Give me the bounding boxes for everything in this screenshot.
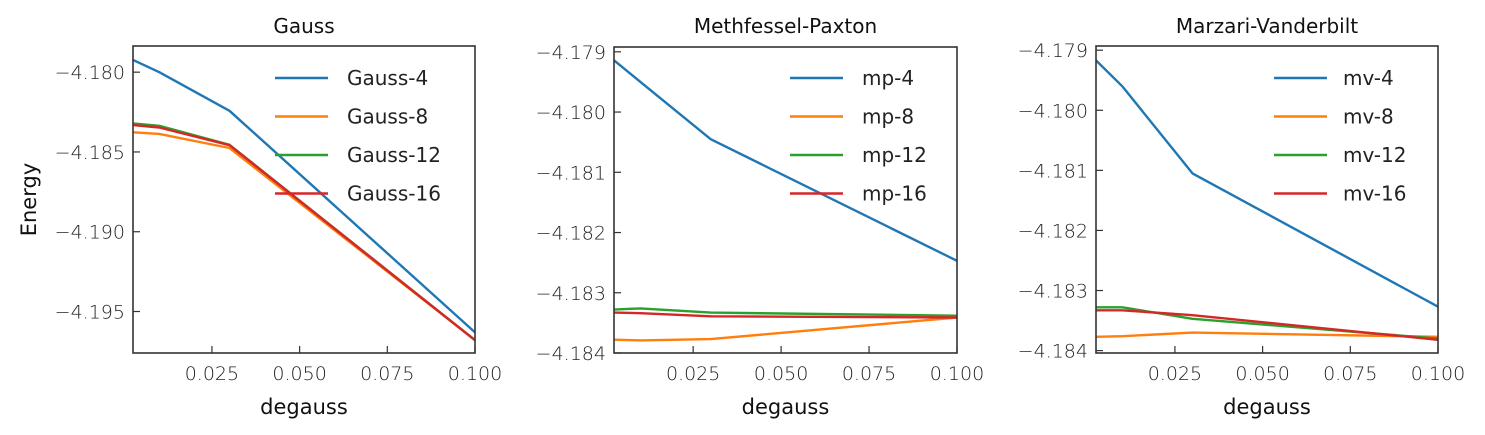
y-tick-label: −4.180 bbox=[536, 102, 606, 124]
subplot-2: 0.025 0.050 0.075 0.100 −4.179 −4.180 −4.181 −4… bbox=[536, 14, 985, 419]
x-tick-label: 0.050 bbox=[272, 363, 326, 385]
legend-label: mv-4 bbox=[1343, 66, 1394, 90]
x-tick-label: 0.025 bbox=[185, 363, 239, 385]
x-tick-label: 0.100 bbox=[448, 363, 502, 385]
series-line-mp-4 bbox=[613, 59, 958, 262]
legend-label: Gauss-12 bbox=[347, 143, 441, 167]
series-line-mv-8 bbox=[1095, 331, 1439, 338]
x-tick-label: 0.100 bbox=[930, 363, 984, 385]
y-tick-label: −4.183 bbox=[536, 283, 606, 305]
y-tick-label: −4.180 bbox=[1018, 100, 1088, 122]
x-axis-label: degauss bbox=[1223, 395, 1311, 419]
y-axis-label: Energy bbox=[17, 163, 41, 237]
x-axis-label: degauss bbox=[260, 395, 348, 419]
axes-frame bbox=[132, 45, 476, 354]
series-line-mp-16 bbox=[613, 311, 958, 319]
y-tick-label: −4.180 bbox=[55, 62, 125, 84]
series-line-Gauss-4 bbox=[132, 58, 476, 334]
legend-label: mv-8 bbox=[1343, 105, 1394, 129]
y-tick-label: −4.184 bbox=[1018, 341, 1088, 363]
subplot-3: 0.025 0.050 0.075 0.100 −4.179 −4.180 −4.181 −4… bbox=[1018, 14, 1466, 419]
series-line-Gauss-16 bbox=[132, 123, 476, 342]
legend: Gauss-4 Gauss-8 Gauss-12 Gauss-16 bbox=[275, 66, 441, 206]
legend-label: mp-16 bbox=[862, 182, 927, 206]
series-line-mp-12 bbox=[613, 307, 958, 317]
x-tick-label: 0.075 bbox=[360, 363, 414, 385]
y-tick-label: −4.182 bbox=[536, 223, 606, 245]
x-tick-label: 0.075 bbox=[1323, 363, 1377, 385]
y-tick-label: −4.181 bbox=[536, 162, 606, 184]
legend-label: mv-12 bbox=[1343, 143, 1406, 167]
legend-label: Gauss-8 bbox=[347, 105, 428, 129]
y-tick-label: −4.195 bbox=[55, 302, 125, 324]
x-tick-label: 0.050 bbox=[754, 363, 808, 385]
series-line-mv-16 bbox=[1096, 309, 1439, 341]
legend-label: mv-16 bbox=[1343, 182, 1406, 206]
legend: mv-4 mv-8 mv-12 mv-16 bbox=[1274, 66, 1406, 206]
legend-label: mp-12 bbox=[862, 143, 927, 167]
legend-label: mp-8 bbox=[862, 105, 914, 129]
y-tick-label: −4.184 bbox=[536, 343, 606, 365]
chart-title: Methfessel-Paxton bbox=[694, 14, 877, 38]
y-tick-label: −4.190 bbox=[55, 222, 125, 244]
y-tick-label: −4.185 bbox=[55, 142, 125, 164]
axes-frame bbox=[1095, 45, 1439, 354]
x-tick-label: 0.075 bbox=[842, 363, 896, 385]
y-tick-label: −4.179 bbox=[536, 42, 606, 64]
legend-label: mp-4 bbox=[862, 66, 914, 90]
chart-title: Gauss bbox=[273, 14, 334, 38]
series-line-mv-4 bbox=[1095, 59, 1439, 308]
series-line-mp-8 bbox=[613, 316, 958, 342]
y-tick-label: −4.182 bbox=[1018, 220, 1088, 242]
x-tick-label: 0.025 bbox=[666, 363, 720, 385]
legend: mp-4 mp-8 mp-12 mp-16 bbox=[790, 66, 927, 206]
chart-title: Marzari-Vanderbilt bbox=[1176, 14, 1358, 38]
legend-label: Gauss-4 bbox=[347, 66, 428, 90]
x-tick-label: 0.050 bbox=[1235, 363, 1289, 385]
y-tick-label: −4.183 bbox=[1018, 281, 1088, 303]
axes-frame bbox=[613, 46, 958, 354]
y-tick-label: −4.181 bbox=[1018, 160, 1088, 182]
x-tick-label: 0.100 bbox=[1411, 363, 1465, 385]
x-tick-label: 0.025 bbox=[1148, 363, 1202, 385]
x-axis-label: degauss bbox=[742, 395, 830, 419]
y-tick-label: −4.179 bbox=[1018, 40, 1088, 62]
subplot-1: 0.025 0.050 0.075 0.100 −4.180 −4.185 −4.190 −4… bbox=[17, 14, 502, 419]
legend-label: Gauss-16 bbox=[347, 182, 441, 206]
